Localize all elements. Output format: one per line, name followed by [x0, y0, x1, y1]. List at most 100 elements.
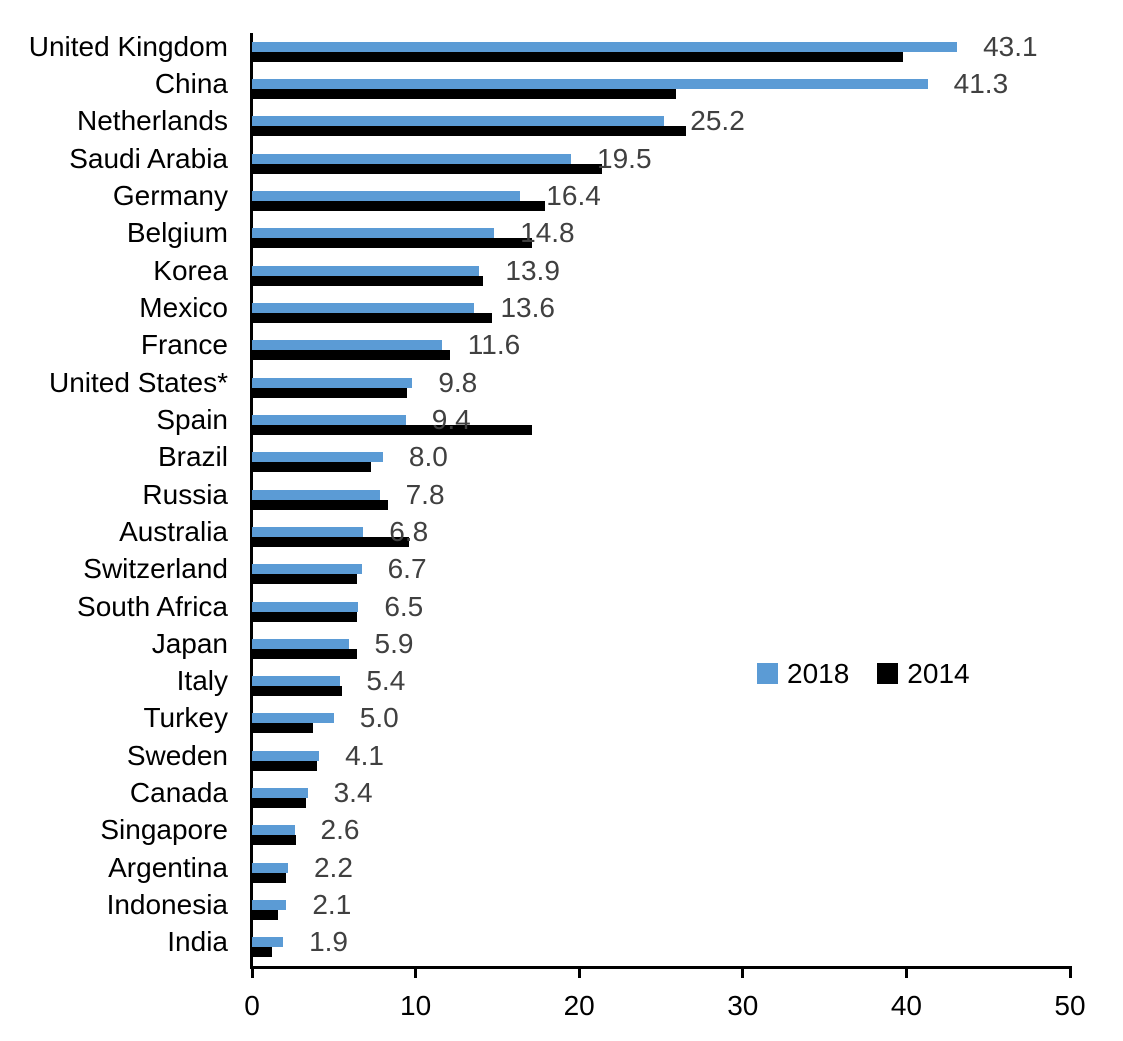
bar-2018	[252, 377, 413, 388]
bar-2018	[252, 825, 295, 836]
data-label: 5.0	[359, 702, 399, 734]
bar-2018	[252, 79, 928, 90]
y-axis-line	[250, 33, 253, 969]
bar-2018	[252, 937, 284, 948]
bar-2014	[252, 947, 272, 958]
bar-2014	[252, 910, 279, 921]
bar-2018	[252, 153, 572, 164]
category-label: Netherlands	[77, 105, 228, 137]
x-axis-line	[250, 966, 1072, 969]
bar-2014	[252, 835, 297, 846]
bar-2014	[252, 686, 342, 697]
category-label: Sweden	[126, 739, 228, 771]
bar-2018	[252, 713, 334, 724]
bar-2014	[252, 387, 408, 398]
bar-2014	[252, 163, 603, 174]
x-tick-label: 10	[400, 990, 432, 1021]
bar-2018	[252, 526, 364, 537]
data-label: 13.9	[505, 254, 560, 286]
data-label: 4.1	[345, 739, 384, 771]
category-label: Belgium	[126, 217, 228, 249]
data-label: 19.5	[597, 142, 652, 174]
bar-2018	[252, 228, 495, 239]
category-label: France	[140, 329, 228, 361]
bar-2018	[252, 900, 287, 911]
category-label: United States*	[49, 366, 228, 398]
data-label: 11.6	[467, 329, 521, 361]
legend: 2018 2014	[757, 659, 970, 687]
x-tick-mark	[250, 966, 254, 978]
legend-item-2014: 2014	[877, 659, 970, 688]
data-label: 6.5	[384, 590, 424, 622]
category-label: Canada	[129, 777, 228, 809]
bar-2014	[252, 312, 493, 323]
bar-2014	[252, 126, 686, 137]
category-label: Australia	[119, 515, 228, 547]
data-label: 5.9	[374, 627, 414, 659]
bar-2018	[252, 302, 475, 313]
data-label: 8.0	[408, 441, 448, 473]
bar-2018	[252, 676, 341, 687]
legend-swatch-2014	[877, 663, 899, 684]
category-label: India	[167, 926, 228, 958]
bar-2014	[252, 760, 318, 771]
bar-2014	[252, 275, 483, 286]
bar-2014	[252, 51, 904, 62]
x-tick-mark	[577, 966, 581, 978]
bar-2018	[252, 564, 362, 575]
category-label: Turkey	[143, 702, 228, 734]
bar-2018	[252, 41, 958, 52]
data-label: 2.2	[313, 851, 353, 883]
data-label: 43.1	[983, 30, 1038, 62]
category-label: Korea	[153, 254, 228, 286]
bar-2018	[252, 601, 359, 612]
category-label: South Africa	[77, 590, 228, 622]
bar-2014	[252, 723, 313, 734]
bar-2018	[252, 190, 521, 201]
data-label: 1.9	[309, 926, 349, 958]
bar-2018	[252, 862, 288, 873]
category-label: Saudi Arabia	[69, 142, 228, 174]
x-tick-mark	[1068, 966, 1072, 978]
bar-2014	[252, 424, 532, 435]
bar-2014	[252, 611, 357, 622]
bar-2014	[252, 872, 287, 883]
bar-2018	[252, 340, 442, 351]
category-label: United Kingdom	[28, 30, 228, 62]
x-tick-label: 50	[1054, 990, 1086, 1021]
data-label: 16.4	[546, 179, 601, 211]
bar-2018	[252, 788, 308, 799]
category-label: Argentina	[108, 851, 228, 883]
category-label: Mexico	[139, 291, 228, 323]
bar-2018	[252, 116, 665, 127]
data-label: 5.4	[366, 665, 406, 697]
data-label: 6.8	[389, 515, 429, 547]
bar-2014	[252, 200, 545, 211]
legend-label: 2018	[787, 657, 850, 689]
x-tick-label: 30	[727, 990, 759, 1021]
x-tick-label: 0	[244, 990, 260, 1021]
bar-2018	[252, 452, 383, 463]
data-label: 7.8	[405, 478, 445, 510]
bar-2014	[252, 499, 388, 510]
x-tick-label: 20	[563, 990, 595, 1021]
bar-2018	[252, 414, 406, 425]
legend-swatch-2018	[757, 663, 778, 684]
bar-2014	[252, 350, 450, 361]
data-label: 41.3	[953, 68, 1009, 100]
category-label: Indonesia	[106, 889, 228, 921]
x-tick-mark	[741, 966, 745, 978]
bar-2014	[252, 462, 372, 473]
x-tick-label: 40	[890, 990, 922, 1021]
category-label: Spain	[156, 403, 228, 435]
bar-2018	[252, 638, 349, 649]
bar-2014	[252, 89, 676, 100]
bar-2018	[252, 265, 480, 276]
data-label: 6.7	[387, 553, 427, 585]
category-label: China	[154, 68, 228, 100]
bar-2018	[252, 489, 380, 500]
category-label: Singapore	[100, 814, 228, 846]
category-label: Japan	[151, 627, 228, 659]
data-label: 14.8	[520, 217, 575, 249]
